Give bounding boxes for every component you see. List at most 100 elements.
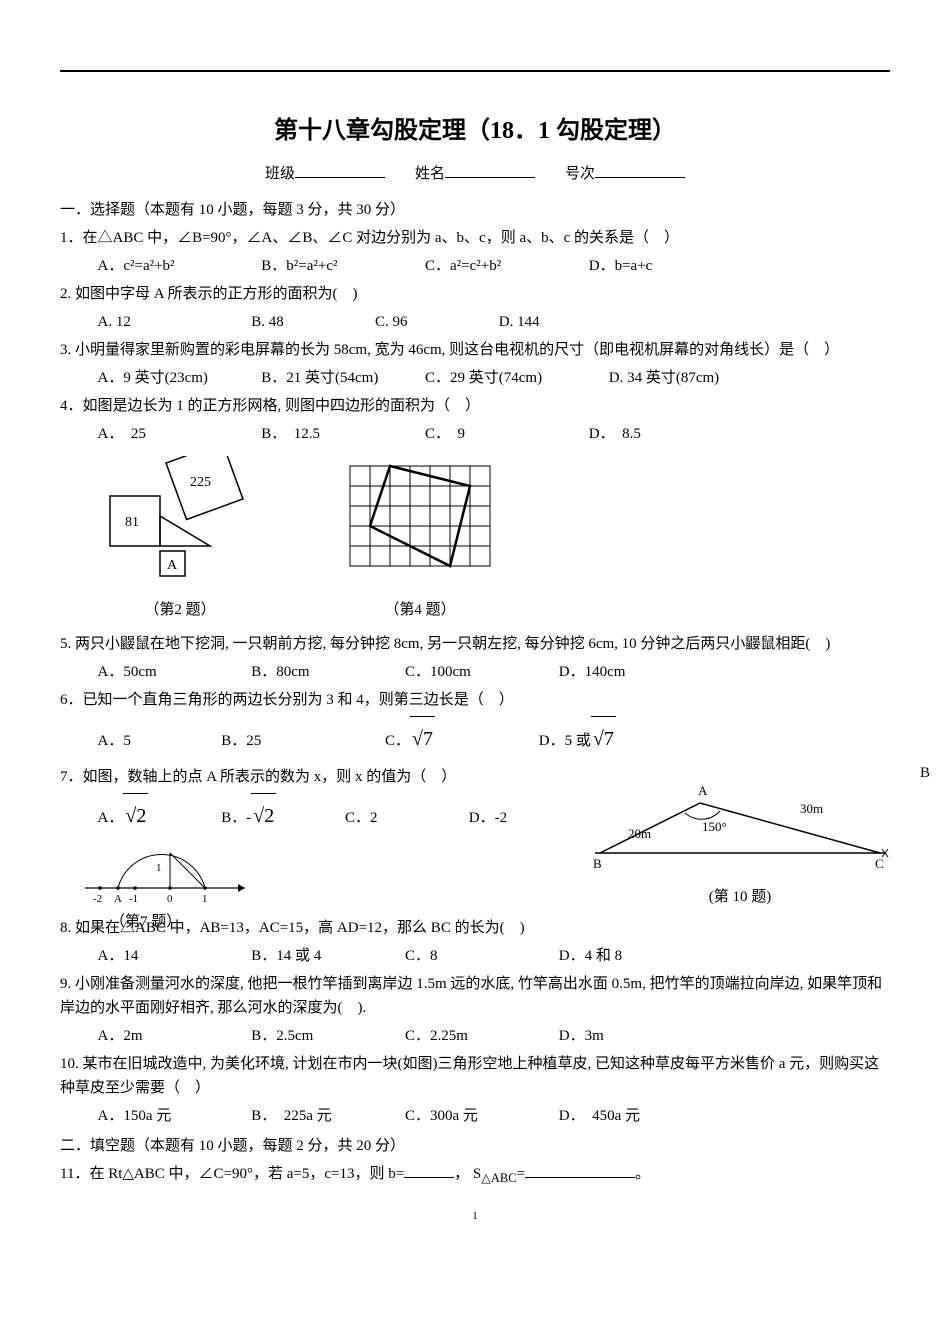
- q6-B: B．25: [221, 725, 381, 758]
- page-title: 第十八章勾股定理（18．1 勾股定理）: [60, 112, 890, 150]
- q11-end: 。: [635, 1166, 650, 1182]
- fig10-angle: 150°: [702, 819, 727, 834]
- fig7-tick-1: 1: [202, 893, 208, 905]
- right-B-label: B: [920, 761, 930, 785]
- q6-A: A．5: [98, 725, 218, 758]
- q10-A: A．150a 元: [98, 1104, 248, 1128]
- figure-q10: A B C 20m 30m 150° (第 10 题): [590, 783, 890, 909]
- q9-options: A．2m B．2.5cm C．2.25m D．3m: [60, 1024, 890, 1048]
- fig10-svg: A B C 20m 30m 150°: [590, 783, 890, 873]
- q8-D: D．4 和 8: [559, 944, 622, 968]
- q4-D: D． 8.5: [589, 422, 641, 446]
- q10-options: A．150a 元 B． 225a 元 C．300a 元 D． 450a 元: [60, 1104, 890, 1128]
- page-footer: 1: [60, 1208, 890, 1226]
- fig2-svg: 81 225 A: [100, 456, 260, 586]
- q11-S: S△ABC=: [473, 1166, 525, 1182]
- fig7-label-1: 1: [156, 862, 162, 874]
- q2-C: C. 96: [375, 310, 495, 334]
- fig4-caption: （第4 题）: [340, 598, 500, 622]
- q7-C: C．2: [345, 802, 465, 835]
- q1-C: C．a²=c²+b²: [425, 254, 585, 278]
- q3-C: C．29 英寸(74cm): [425, 366, 605, 390]
- q2-A: A. 12: [98, 310, 248, 334]
- q7-D: D．-2: [469, 802, 507, 835]
- q1-A: A．c²=a²+b²: [98, 254, 258, 278]
- q6-stem: 6．已知一个直角三角形的两边长分别为 3 和 4，则第三边长是（ ）: [60, 688, 890, 712]
- header-line: 班级 姓名 号次: [60, 162, 890, 186]
- figure-q4: （第4 题）: [340, 456, 500, 622]
- fig7-tick-m1: -1: [129, 893, 138, 905]
- q3-options: A．9 英寸(23cm) B．21 英寸(54cm) C．29 英寸(74cm)…: [60, 366, 890, 390]
- figure-row: 81 225 A （第2 题） （第4 题）: [100, 456, 890, 622]
- name-label: 姓名: [415, 166, 445, 182]
- q3-A: A．9 英寸(23cm): [98, 366, 258, 390]
- top-rule: [60, 70, 890, 72]
- name-blank: [445, 162, 535, 178]
- q8-C: C．8: [405, 944, 555, 968]
- q9-C: C．2.25m: [405, 1024, 555, 1048]
- number-label: 号次: [565, 166, 595, 182]
- fig10-A: A: [698, 783, 708, 798]
- q5-stem: 5. 两只小鼹鼠在地下挖洞, 一只朝前方挖, 每分钟挖 8cm, 另一只朝左挖,…: [60, 632, 890, 656]
- fig10-30m: 30m: [800, 801, 823, 816]
- q7-B-sqrt: √2: [251, 793, 276, 838]
- q8-options: A．14 B．14 或 4 C．8 D．4 和 8: [60, 944, 890, 968]
- q5-B: B．80cm: [251, 660, 401, 684]
- q9-stem: 9. 小刚准备测量河水的深度, 他把一根竹竿插到离岸边 1.5m 远的水底, 竹…: [60, 972, 890, 1020]
- fig2-caption: （第2 题）: [100, 598, 260, 622]
- fig10-20m: 20m: [628, 826, 651, 841]
- q1-stem: 1．在△ABC 中，∠B=90°，∠A、∠B、∠C 对边分别为 a、b、c，则 …: [60, 226, 890, 250]
- q4-stem: 4．如图是边长为 1 的正方形网格, 则图中四边形的面积为（ ）: [60, 394, 890, 418]
- q11: 11．在 Rt△ABC 中，∠C=90°，若 a=5，c=13，则 b=， S△…: [60, 1162, 890, 1188]
- q6-C: C．√7: [385, 716, 535, 761]
- section-b-heading: 二．填空题（本题有 10 小题，每题 2 分，共 20 分）: [60, 1134, 890, 1158]
- q8-stem: 8. 如果在△ABC 中，AB=13，AC=15，高 AD=12，那么 BC 的…: [60, 916, 890, 940]
- q6-options: A．5 B．25 C．√7 D．5 或√7: [60, 716, 890, 761]
- q6-C-sqrt: √7: [410, 716, 435, 761]
- section-a-heading: 一．选择题（本题有 10 小题，每题 3 分，共 30 分）: [60, 198, 890, 222]
- fig7-tick-m2: -2: [93, 893, 102, 905]
- fig2-A: A: [167, 558, 178, 573]
- class-blank: [295, 162, 385, 178]
- q6-D-sqrt: √7: [591, 716, 616, 761]
- q4-C: C． 9: [425, 422, 585, 446]
- fig4-svg: [340, 456, 500, 586]
- q9-B: B．2.5cm: [251, 1024, 401, 1048]
- q5-A: A．50cm: [98, 660, 248, 684]
- figure-q2: 81 225 A （第2 题）: [100, 456, 260, 622]
- q1-D: D．b=a+c: [589, 254, 653, 278]
- q8-A: A．14: [98, 944, 248, 968]
- class-label: 班级: [265, 166, 295, 182]
- fig7-svg: -2 A -1 0 1 1: [80, 838, 260, 908]
- q2-stem: 2. 如图中字母 A 所表示的正方形的面积为( ): [60, 282, 890, 306]
- q11-blank1: [404, 1162, 454, 1178]
- fig7-tick-0: 0: [167, 893, 173, 905]
- q4-options: A． 25 B． 12.5 C． 9 D． 8.5: [60, 422, 890, 446]
- number-blank: [595, 162, 685, 178]
- q5-options: A．50cm B．80cm C．100cm D．140cm: [60, 660, 890, 684]
- q2-options: A. 12 B. 48 C. 96 D. 144: [60, 310, 890, 334]
- q10-C: C．300a 元: [405, 1104, 555, 1128]
- q4-A: A． 25: [98, 422, 258, 446]
- q11-sub: △ABC: [481, 1171, 516, 1185]
- q9-D: D．3m: [559, 1024, 604, 1048]
- q10-B: B． 225a 元: [251, 1104, 401, 1128]
- q3-D: D. 34 英寸(87cm): [609, 366, 719, 390]
- q8-B: B．14 或 4: [251, 944, 401, 968]
- q6-D: D．5 或√7: [539, 716, 616, 761]
- q7-B: B．-√2: [221, 793, 341, 838]
- fig10-C: C: [875, 856, 884, 871]
- q3-B: B．21 英寸(54cm): [261, 366, 421, 390]
- q9-A: A．2m: [98, 1024, 248, 1048]
- fig10-B: B: [593, 856, 602, 871]
- q10-D: D． 450a 元: [559, 1104, 640, 1128]
- q7-A: A．√2: [98, 793, 218, 838]
- q2-B: B. 48: [251, 310, 371, 334]
- q4-B: B． 12.5: [261, 422, 421, 446]
- q5-D: D．140cm: [559, 660, 626, 684]
- q5-C: C．100cm: [405, 660, 555, 684]
- fig2-225: 225: [190, 475, 211, 490]
- q2-D: D. 144: [499, 310, 540, 334]
- q11-stem: 11．在 Rt△ABC 中，∠C=90°，若 a=5，c=13，则 b=: [60, 1166, 404, 1182]
- q3-stem: 3. 小明量得家里新购置的彩电屏幕的长为 58cm, 宽为 46cm, 则这台电…: [60, 338, 890, 362]
